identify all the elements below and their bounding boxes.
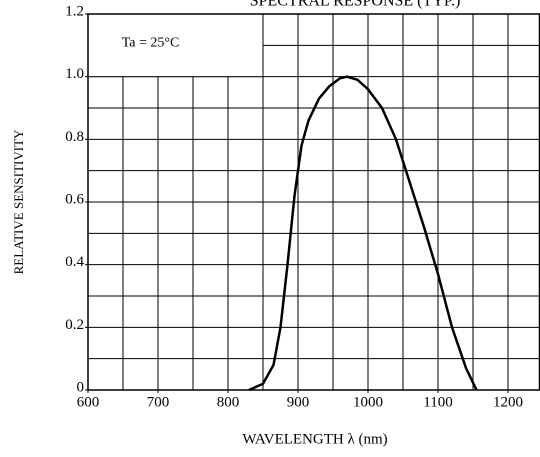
line <box>248 75 478 392</box>
x-tick-label: 1200 <box>493 394 523 410</box>
x-tick-label: 700 <box>147 394 170 410</box>
y-tick-label: 0.2 <box>65 317 84 333</box>
y-tick-label: 0.8 <box>65 129 84 145</box>
x-tick-label: 900 <box>287 394 310 410</box>
y-tick-label: 1.0 <box>65 66 84 82</box>
annotation-box <box>87 13 264 78</box>
y-tick-label: 0 <box>77 379 85 395</box>
x-tick-label: 1100 <box>423 394 452 410</box>
x-axis-label: WAVELENGTH λ (nm) <box>242 431 387 447</box>
annotation: Ta = 25°C <box>122 36 180 51</box>
chart-title: SPECTRAL RESPONSE (TYP.) <box>250 0 461 10</box>
x-tick-label: 800 <box>217 394 240 410</box>
x-tick-label: 1000 <box>353 394 383 410</box>
y-tick-label: 1.2 <box>65 3 84 19</box>
y-tick-label: 0.6 <box>65 191 84 207</box>
x-tick-label: 600 <box>77 394 100 410</box>
y-axis-label: RELATIVE SENSITIVITY <box>11 129 26 274</box>
y-tick-label: 0.4 <box>65 254 84 270</box>
